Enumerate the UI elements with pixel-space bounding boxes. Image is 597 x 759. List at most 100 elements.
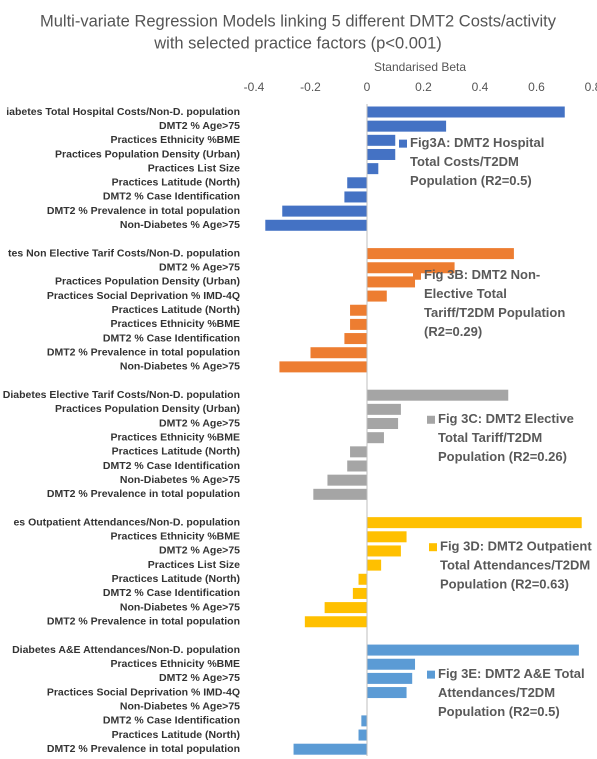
bar <box>367 403 401 415</box>
category-label: Practices Social Deprivation % IMD-4Q <box>47 686 240 698</box>
bar <box>293 743 367 755</box>
category-label: DMT2 % Age>75 <box>159 262 240 274</box>
bar <box>367 644 579 656</box>
x-tick-label: 0.2 <box>415 80 432 94</box>
category-label: Practices Ethnicity %BME <box>110 318 240 330</box>
category-label: Non-Diabetes % Age>75 <box>120 701 240 713</box>
category-label: Practices Ethnicity %BME <box>110 658 240 670</box>
annotation: Total Tariff/T2DM <box>438 430 542 445</box>
bar <box>367 248 514 260</box>
category-label: DMT2 % Age>75 <box>159 672 240 684</box>
bar <box>265 219 367 231</box>
category-label: Practices Latitude (North) <box>112 446 240 458</box>
category-label: tes Non Elective Tarif Costs/Non-D. popu… <box>8 247 240 259</box>
category-label: DMT2 % Case Identification <box>103 587 240 599</box>
bar <box>350 446 367 458</box>
bar <box>367 517 582 529</box>
category-label: Diabetes Elective Tarif Costs/Non-D. pop… <box>3 389 240 401</box>
bar <box>367 559 382 571</box>
annotation: Fig3A: DMT2 Hospital <box>410 135 544 150</box>
bar <box>367 120 447 132</box>
bar <box>367 418 399 430</box>
annotation: (R2=0.29) <box>424 324 482 339</box>
bar <box>367 687 407 699</box>
bar <box>344 191 367 203</box>
category-label: DMT2 % Prevalence in total population <box>47 347 240 359</box>
annotation: Population (R2=0.5) <box>438 704 560 719</box>
category-label: DMT2 % Case Identification <box>103 332 240 344</box>
category-label: DMT2 % Prevalence in total population <box>47 743 240 755</box>
bar <box>367 672 413 684</box>
legend-swatch <box>399 139 407 148</box>
category-label: DMT2 % Prevalence in total population <box>47 616 240 628</box>
category-label: DMT2 % Case Identification <box>103 460 240 472</box>
legend-swatch <box>427 670 435 679</box>
bar <box>327 474 367 486</box>
annotation: Population (R2=0.26) <box>438 449 567 464</box>
x-tick-label: 0 <box>364 80 371 94</box>
bar <box>310 347 367 359</box>
annotation: Fig 3E: DMT2 A&E Total <box>438 666 585 681</box>
annotation: Tariff/T2DM Population <box>424 305 565 320</box>
bar <box>367 531 407 543</box>
bar <box>367 163 379 175</box>
bar <box>304 616 367 628</box>
annotation: Fig 3D: DMT2 Outpatient <box>440 539 592 554</box>
bar <box>350 318 367 330</box>
bar <box>282 205 367 217</box>
bar <box>367 658 416 670</box>
category-label: Practices Ethnicity %BME <box>110 531 240 543</box>
category-label: Diabetes A&E Attendances/Non-D. populati… <box>12 644 240 656</box>
bar <box>358 729 367 741</box>
bar <box>347 177 367 189</box>
bar <box>367 262 455 274</box>
annotation: Population (R2=0.5) <box>410 173 532 188</box>
category-label: Non-Diabetes % Age>75 <box>120 219 240 231</box>
category-label: Practices List Size <box>148 559 240 571</box>
bar <box>350 304 367 316</box>
bar <box>367 545 401 557</box>
category-label: DMT2 % Age>75 <box>159 545 240 557</box>
category-label: DMT2 % Case Identification <box>103 715 240 727</box>
category-label: Non-Diabetes % Age>75 <box>120 601 240 613</box>
bar <box>279 361 367 373</box>
annotation: Attendances/T2DM <box>438 685 555 700</box>
annotation: Total Attendances/T2DM <box>440 558 590 573</box>
category-label: es Outpatient Attendances/Non-D. populat… <box>13 516 240 528</box>
category-label: Practices Population Density (Urban) <box>55 276 240 288</box>
annotation: Fig 3C: DMT2 Elective <box>438 411 574 426</box>
category-label: Practices Population Density (Urban) <box>55 403 240 415</box>
category-label: Practices Latitude (North) <box>112 304 240 316</box>
annotation: Elective Total <box>424 286 507 301</box>
category-label: Practices Latitude (North) <box>112 729 240 741</box>
annotation: Population (R2=0.63) <box>440 577 569 592</box>
bar <box>324 602 367 614</box>
category-label: DMT2 % Age>75 <box>159 120 240 132</box>
x-tick-label: 0.6 <box>528 80 545 94</box>
category-label: Practices Latitude (North) <box>112 573 240 585</box>
bar <box>347 460 367 472</box>
bar <box>367 290 387 302</box>
bar <box>367 106 565 118</box>
legend-swatch <box>427 415 435 424</box>
category-label: Non-Diabetes % Age>75 <box>120 361 240 373</box>
category-label: DMT2 % Prevalence in total population <box>47 205 240 217</box>
bar <box>344 333 367 345</box>
chart-title: with selected practice factors (p<0.001) <box>153 34 442 52</box>
bar <box>367 148 396 160</box>
category-label: DMT2 % Prevalence in total population <box>47 488 240 500</box>
axis-title: Standarised Beta <box>374 60 466 74</box>
bar <box>361 715 367 727</box>
category-label: Practices List Size <box>148 162 240 174</box>
category-label: Practices Ethnicity %BME <box>110 134 240 146</box>
x-tick-label: 0.8 <box>585 80 597 94</box>
bar <box>367 389 509 401</box>
bar <box>367 134 396 146</box>
annotation: Fig 3B: DMT2 Non- <box>424 267 540 282</box>
category-label: Practices Latitude (North) <box>112 177 240 189</box>
category-label: Practices Ethnicity %BME <box>110 431 240 443</box>
category-label: Non-Diabetes % Age>75 <box>120 474 240 486</box>
x-tick-label: -0.2 <box>300 80 321 94</box>
x-tick-label: 0.4 <box>472 80 489 94</box>
